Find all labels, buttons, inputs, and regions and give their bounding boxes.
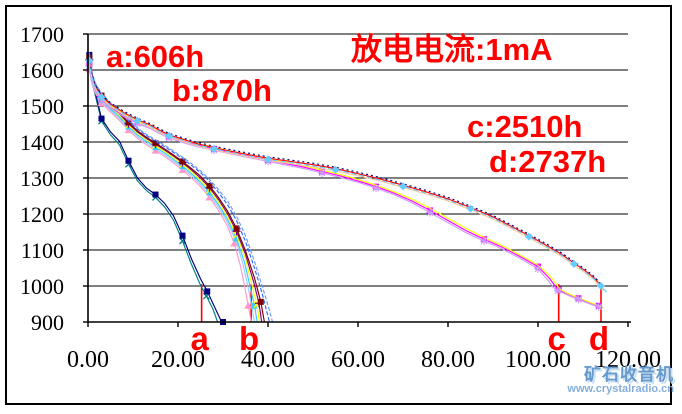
- marker: [206, 189, 213, 196]
- marker: [230, 239, 239, 247]
- marker: [98, 115, 105, 122]
- y-tick-label: 1400: [20, 130, 64, 155]
- marker: [205, 193, 214, 201]
- series-b1-pink: [88, 69, 252, 323]
- series-d3-navy: [88, 56, 603, 287]
- marker: [125, 119, 132, 126]
- series-b2-lightblue: [88, 66, 256, 323]
- annotation-discharge-current: 放电电流:1mA: [351, 32, 553, 67]
- annotation-d-2737h: d:2737h: [489, 144, 607, 179]
- outer-border: [5, 5, 672, 405]
- marker: [257, 298, 264, 305]
- watermark-site-url: www.crystalradio.cn: [567, 382, 674, 395]
- x-tick-label: 120.00: [595, 347, 661, 373]
- y-tick-label: 1700: [20, 22, 64, 47]
- x-tick-label: 60.00: [331, 347, 385, 373]
- y-tick-label: 1300: [20, 166, 64, 191]
- marker: [594, 302, 603, 311]
- series-c3-lavender: [88, 65, 602, 309]
- marker: [553, 286, 562, 295]
- y-tick-label: 1500: [20, 94, 64, 119]
- endpoint-letter-a: a: [190, 320, 209, 357]
- marker: [151, 146, 160, 154]
- marker: [125, 157, 132, 164]
- marker: [574, 295, 583, 304]
- x-tick-label: 40.00: [241, 347, 295, 373]
- marker: [570, 260, 578, 269]
- endpoint-letter-c: c: [548, 320, 566, 357]
- marker: [179, 237, 186, 245]
- marker: [466, 204, 475, 213]
- marker: [264, 155, 272, 164]
- marker: [331, 165, 340, 174]
- series-c2-yellow: [88, 62, 604, 309]
- series-b7-blue: [88, 55, 270, 323]
- marker: [165, 131, 173, 140]
- endpoint-letter-b: b: [239, 320, 259, 357]
- marker: [152, 191, 159, 198]
- watermark-site-name: 矿石收音机: [584, 365, 674, 384]
- marker: [426, 208, 434, 217]
- marker: [210, 144, 218, 153]
- marker: [233, 225, 240, 232]
- marker: [244, 301, 253, 309]
- series-d4-cyan: [88, 60, 608, 293]
- y-tick-label: 1200: [20, 202, 64, 227]
- annotation-c-2510h: c:2510h: [467, 109, 583, 144]
- marker: [179, 232, 186, 239]
- marker: [597, 282, 605, 290]
- marker: [233, 235, 240, 242]
- marker: [133, 116, 142, 125]
- marker: [372, 184, 380, 193]
- marker: [204, 288, 211, 295]
- x-tick-label: 0.00: [67, 347, 109, 373]
- annotation-a-606h: a:606h: [106, 39, 205, 74]
- marker: [179, 158, 186, 165]
- y-tick-label: 1100: [21, 238, 64, 263]
- y-tick-label: 1600: [20, 58, 64, 83]
- y-tick-label: 900: [31, 310, 64, 335]
- marker: [206, 182, 213, 189]
- marker: [480, 237, 488, 245]
- marker: [97, 93, 106, 102]
- series-c1-magenta: [88, 63, 603, 309]
- endpoint-letter-d: d: [589, 320, 609, 357]
- marker: [152, 140, 159, 147]
- series-d1-red: [88, 59, 604, 288]
- y-tick-label: 1000: [20, 274, 64, 299]
- marker: [399, 182, 407, 191]
- series-b8-blue2: [88, 52, 274, 323]
- x-tick-label: 20.00: [151, 347, 205, 373]
- marker: [525, 232, 533, 241]
- marker: [251, 302, 258, 309]
- marker: [318, 168, 326, 177]
- marker: [534, 264, 542, 273]
- x-tick-label: 80.00: [421, 347, 475, 373]
- annotation-b-870h: b:870h: [172, 73, 272, 108]
- x-tick-label: 100.00: [505, 347, 571, 373]
- marker: [178, 166, 187, 174]
- marker: [124, 126, 133, 134]
- series-d2-salmon: [88, 62, 605, 291]
- watermark: 矿石收音机 www.crystalradio.cn: [567, 366, 674, 395]
